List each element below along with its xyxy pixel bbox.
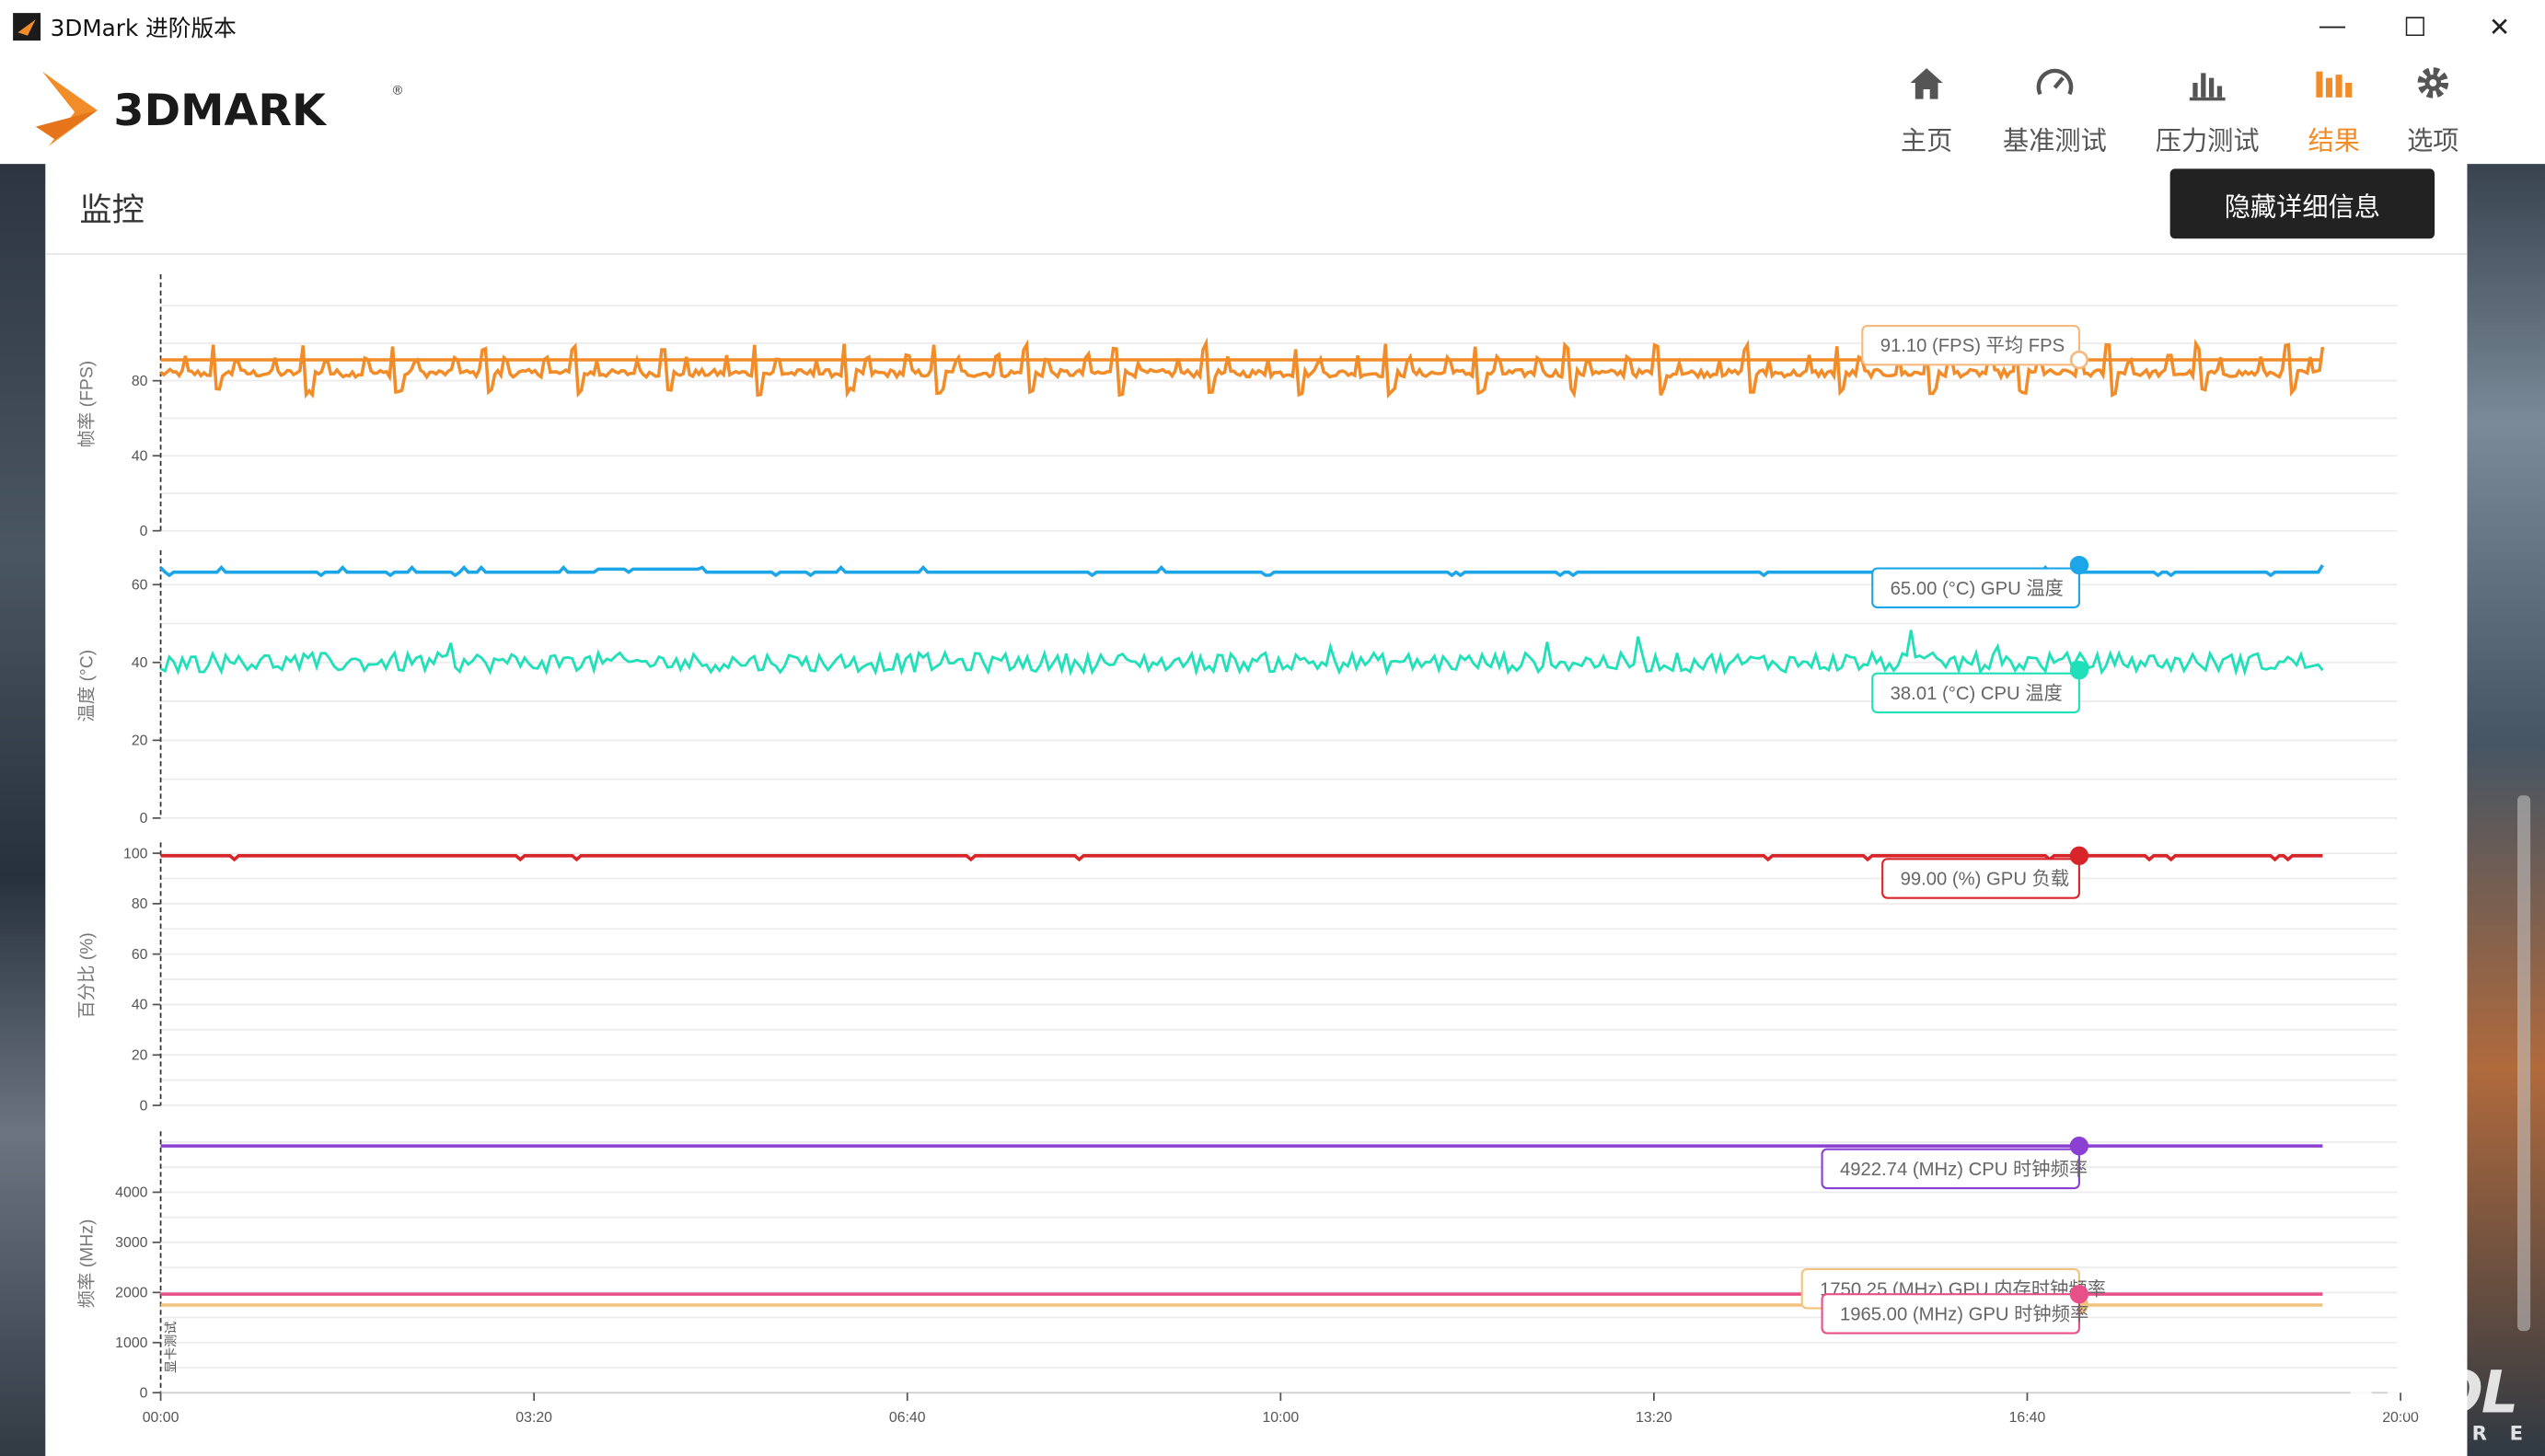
gauge-icon: [1990, 64, 2120, 112]
y-tick-label: 40: [132, 998, 148, 1013]
background-artwork-left: [0, 164, 46, 1456]
callout-dot[interactable]: [2069, 846, 2089, 865]
x-tick-label: 16:40: [2009, 1410, 2046, 1426]
home-icon: [1862, 64, 1992, 112]
x-tick-label: 13:20: [1636, 1410, 1672, 1426]
nav-results[interactable]: 结果: [2269, 64, 2399, 157]
monitoring-chart[interactable]: 0 40 80 帧率 (FPS) 91.10 (FPS) 平均 FPS 0 20 40 60 温度…: [45, 164, 2467, 1456]
close-button[interactable]: ✕: [2458, 0, 2542, 53]
callout-label: 91.10 (FPS) 平均 FPS: [1880, 335, 2065, 356]
callout-box: [1881, 858, 2080, 899]
nav-stress-tests-label: 压力测试: [2155, 124, 2260, 156]
y-tick-label: 0: [140, 1098, 148, 1114]
y-axis-label: 温度 (°C): [77, 650, 98, 722]
app-header: 3DMARK ® 主页 基准测试 压力测试 结果: [0, 53, 2545, 165]
title-bar: 3DMark 进阶版本 — ☐ ✕: [0, 0, 2545, 54]
panel-title: 监控: [79, 190, 145, 229]
nav-stress-tests[interactable]: 压力测试: [2143, 64, 2273, 157]
callout-box: [1871, 567, 2080, 609]
y-axis-label: 频率 (MHz): [77, 1219, 98, 1309]
window-title: 3DMark 进阶版本: [50, 16, 237, 42]
nav-home[interactable]: 主页: [1862, 64, 1992, 157]
series-line: [159, 337, 2325, 399]
series-line: [159, 630, 2324, 677]
y-tick-label: 0: [140, 524, 148, 539]
y-tick-label: 0: [140, 811, 148, 826]
panel-header: 监控 隐藏详细信息: [45, 164, 2468, 255]
minimize-button[interactable]: —: [2290, 0, 2375, 53]
3dmark-logo[interactable]: 3DMARK ®: [32, 62, 422, 151]
logo-swoosh-icon: [35, 71, 98, 146]
x-tick-label: 00:00: [143, 1410, 179, 1426]
y-tick-label: 40: [132, 655, 148, 671]
y-tick-label: 0: [140, 1386, 148, 1402]
logo-wordmark: 3DMARK: [113, 86, 326, 137]
callout-label: 4922.74 (MHz) CPU 时钟频率: [1840, 1159, 2088, 1180]
y-tick-label: 60: [132, 578, 148, 594]
nav-benchmarks[interactable]: 基准测试: [1990, 64, 2120, 157]
y-tick-label: 80: [132, 374, 148, 389]
watermark-sub: SHARE: [2358, 1421, 2545, 1445]
y-tick-label: 3000: [115, 1235, 147, 1251]
y-tick-label: 100: [123, 846, 148, 861]
callout-dot[interactable]: [2069, 661, 2089, 680]
stress-bar-icon: [2143, 64, 2273, 112]
nav-options[interactable]: 选项: [2368, 64, 2498, 157]
test-marker-label: 显卡测试: [163, 1322, 178, 1373]
y-tick-label: 60: [132, 947, 148, 963]
callout-label: 1965.00 (MHz) GPU 时钟频率: [1840, 1303, 2088, 1324]
callout-label: 38.01 (°C) CPU 温度: [1891, 683, 2063, 704]
nav-results-label: 结果: [2308, 124, 2360, 156]
maximize-icon: ☐: [2403, 13, 2427, 41]
nav-benchmarks-label: 基准测试: [2002, 124, 2107, 156]
y-tick-label: 20: [132, 1048, 148, 1064]
gear-icon: [2368, 64, 2498, 112]
y-tick-label: 4000: [115, 1185, 147, 1201]
logo-registered-mark: ®: [392, 82, 403, 98]
y-tick-label: 80: [132, 896, 148, 912]
scrollbar-thumb[interactable]: [2517, 795, 2531, 1332]
minimize-icon: —: [2319, 12, 2346, 40]
y-axis-label: 帧率 (FPS): [77, 361, 98, 448]
nav-options-label: 选项: [2407, 124, 2459, 156]
callout-box: [1821, 1148, 2080, 1190]
callout-box: [1821, 1293, 2080, 1335]
y-tick-label: 40: [132, 448, 148, 464]
nav-home-label: 主页: [1900, 124, 1953, 156]
callout-dot[interactable]: [2069, 350, 2089, 370]
watermark-logo: KOOL SHARE: [2345, 1360, 2540, 1451]
hide-details-button[interactable]: 隐藏详细信息: [2169, 168, 2435, 239]
y-tick-label: 1000: [115, 1335, 147, 1351]
app-icon: [13, 13, 41, 41]
x-tick-label: 03:20: [515, 1410, 552, 1426]
callout-box: [1861, 324, 2080, 366]
monitoring-panel: 监控 隐藏详细信息 0 40 80 帧率 (FPS) 91.10 (FPS) 平均 FP…: [45, 164, 2468, 1456]
watermark-main: KOOL: [2345, 1359, 2518, 1427]
callout-dot[interactable]: [2069, 555, 2089, 575]
callout-label: 99.00 (%) GPU 负载: [1901, 869, 2070, 890]
x-tick-label: 20:00: [2382, 1410, 2419, 1426]
callout-label: 65.00 (°C) GPU 温度: [1891, 578, 2064, 599]
x-tick-label: 10:00: [1262, 1410, 1299, 1426]
y-tick-label: 2000: [115, 1286, 147, 1301]
callout-dot[interactable]: [2069, 1137, 2089, 1156]
callout-dot[interactable]: [2069, 1285, 2089, 1304]
results-bar-icon: [2269, 64, 2399, 112]
series-line: [160, 854, 2323, 862]
callout-box: [1871, 672, 2080, 714]
background-artwork-right: [2467, 164, 2545, 1456]
y-axis-label: 百分比 (%): [77, 932, 98, 1019]
x-tick-label: 06:40: [889, 1410, 926, 1426]
y-tick-label: 20: [132, 734, 148, 749]
maximize-button[interactable]: ☐: [2373, 0, 2458, 53]
close-icon: ✕: [2488, 13, 2511, 41]
